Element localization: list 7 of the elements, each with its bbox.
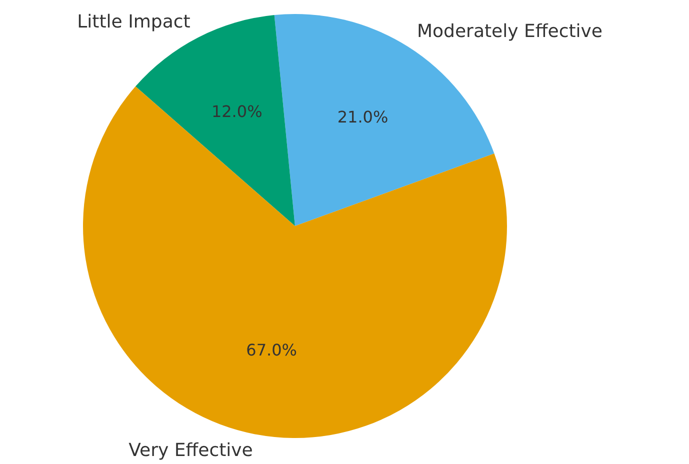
pie-slice [83, 86, 507, 438]
slice-label: Moderately Effective [417, 21, 603, 42]
data-label: 12.0% [211, 102, 262, 122]
slice-label: Very Effective [128, 440, 253, 461]
data-label: 21.0% [337, 108, 388, 127]
slice-label: Little Impact [77, 11, 190, 32]
data-label: 67.0% [246, 340, 298, 360]
